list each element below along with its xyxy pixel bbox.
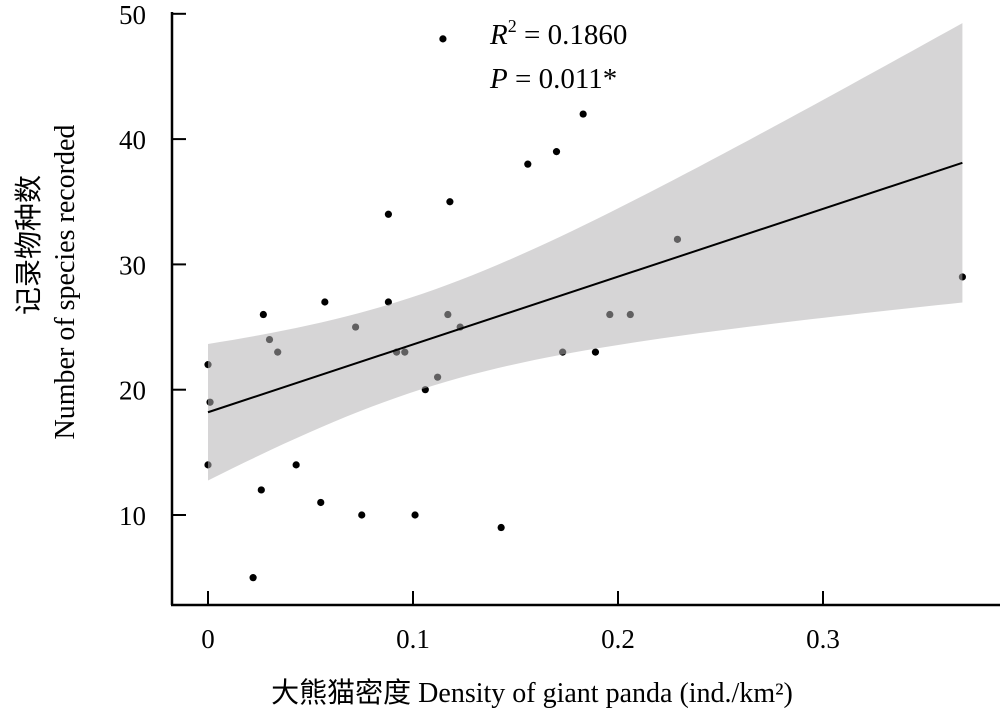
y-axis-title-en: Number of species recorded: [50, 125, 81, 440]
data-point: [259, 310, 267, 319]
regression-line: [207, 161, 963, 414]
data-point: [321, 298, 329, 306]
data-point: [439, 35, 447, 43]
data-point: [257, 486, 265, 494]
data-point: [384, 298, 392, 306]
data-point: [358, 511, 366, 519]
data-point: [249, 574, 257, 582]
x-tick-label: 0: [201, 624, 215, 654]
data-point: [446, 198, 454, 206]
data-point: [384, 210, 392, 218]
y-tick-label: 20: [119, 376, 146, 406]
data-point: [591, 348, 600, 356]
data-point: [524, 160, 532, 168]
r-squared-annotation: R2 = 0.1860: [489, 16, 627, 51]
y-tick-label: 50: [119, 0, 146, 30]
x-tick-label: 0.2: [601, 624, 635, 654]
data-point: [497, 523, 505, 532]
y-tick-label: 30: [119, 250, 146, 280]
data-point: [579, 110, 587, 118]
confidence-band: [208, 23, 963, 481]
data-point: [552, 148, 561, 156]
y-tick-label: 40: [119, 125, 146, 155]
y-tick-label: 10: [119, 501, 146, 531]
data-point: [292, 461, 300, 469]
x-tick-label: 0.3: [806, 624, 840, 654]
x-tick-label: 0.1: [396, 624, 430, 654]
data-point: [317, 498, 325, 507]
p-value-annotation: P = 0.011*: [489, 63, 617, 95]
y-axis-title-cn: 记录物种数: [13, 175, 45, 315]
data-point: [411, 511, 419, 519]
x-axis-title: 大熊猫密度 Density of giant panda (ind./km²): [271, 677, 793, 709]
